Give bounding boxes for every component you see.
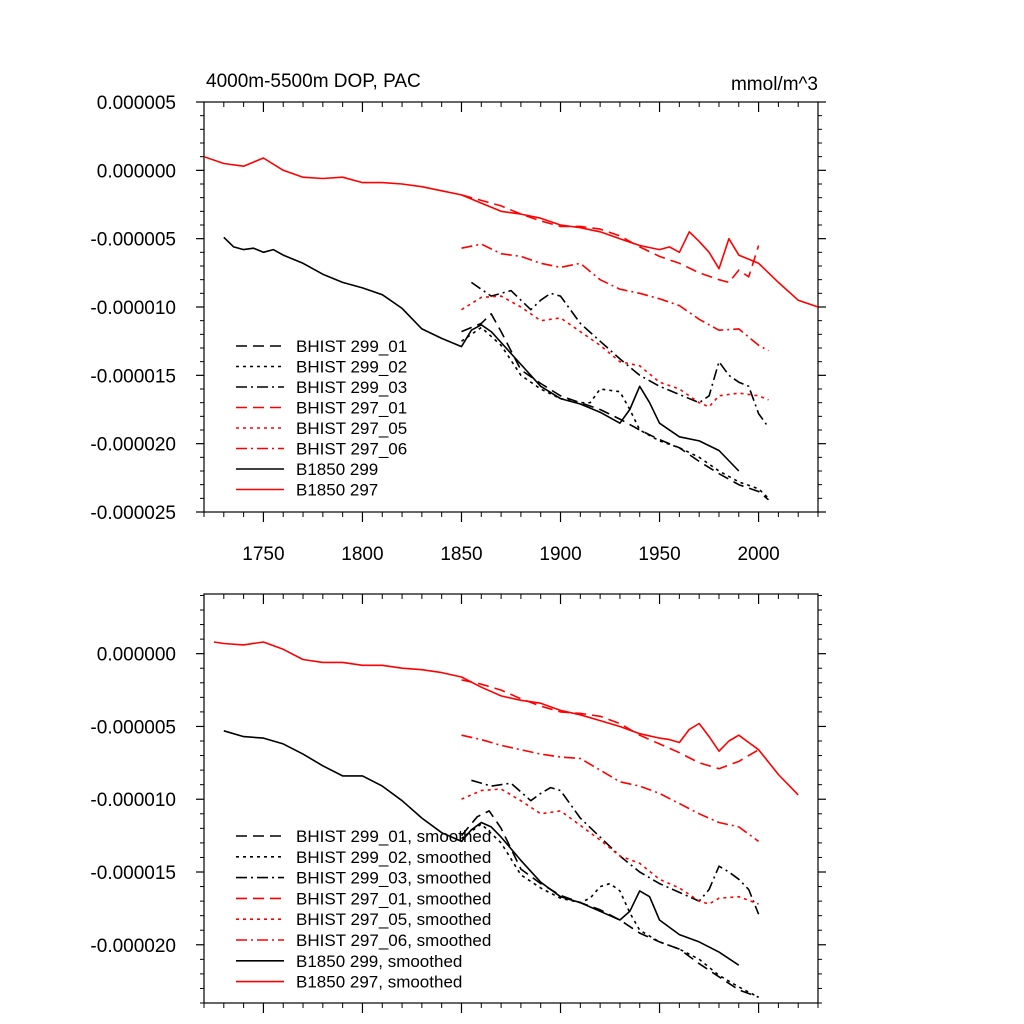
y-tick-label: -0.000025 xyxy=(90,503,176,524)
legend-label: BHIST 299_01, smoothed xyxy=(296,827,491,846)
units-label: mmol/m^3 xyxy=(731,74,818,95)
series-line-0 xyxy=(461,312,770,501)
series-line-0 xyxy=(460,810,759,998)
legend-label: BHIST 297_06, smoothed xyxy=(296,931,491,950)
series-group xyxy=(213,641,799,998)
series-line-3 xyxy=(461,194,760,284)
series-line-1 xyxy=(461,326,770,499)
series-line-6 xyxy=(223,730,740,966)
legend-label: BHIST 299_03 xyxy=(296,378,407,397)
series-group xyxy=(204,155,818,501)
x-tick-label: 2000 xyxy=(737,544,779,565)
x-tick-label: 1800 xyxy=(341,544,383,565)
legend-label: BHIST 299_02, smoothed xyxy=(296,848,491,867)
series-line-6 xyxy=(223,236,740,472)
x-tick-label: 1850 xyxy=(440,544,482,565)
legend-label: B1850 299, smoothed xyxy=(296,952,462,971)
y-tick-label: -0.000010 xyxy=(90,298,176,319)
chart-top: 1750 1800 1850 1900 1950 2000 0.000005 0.000000… xyxy=(90,71,826,565)
y-tick-label: -0.000020 xyxy=(90,936,176,957)
legend-label: BHIST 299_02 xyxy=(296,358,407,377)
legend-label: BHIST 297_01, smoothed xyxy=(296,889,491,908)
chart-bottom: 0.000000 -0.000005 -0.000010 -0.000015 -0.00… xyxy=(90,593,826,1013)
legend: BHIST 299_01, smoothed BHIST 299_02, smoo… xyxy=(236,827,491,992)
legend-label: B1850 299 xyxy=(296,460,378,479)
series-line-7 xyxy=(213,641,799,796)
x-tick-label: 1950 xyxy=(638,544,680,565)
x-tick-label: 1900 xyxy=(539,544,581,565)
legend-label: BHIST 299_01 xyxy=(296,337,407,356)
series-line-5 xyxy=(461,243,769,352)
legend-label: BHIST 299_03, smoothed xyxy=(296,869,491,888)
legend-label: BHIST 297_06 xyxy=(296,440,407,459)
y-tick-label: 0.000000 xyxy=(97,645,176,666)
y-tick-label: 0.000005 xyxy=(97,93,176,114)
legend-label: BHIST 297_05 xyxy=(296,419,407,438)
y-tick-label: -0.000015 xyxy=(90,366,176,387)
series-line-4 xyxy=(461,788,759,905)
y-tick-label: -0.000015 xyxy=(90,863,176,884)
y-tick-label: -0.000005 xyxy=(90,230,176,251)
y-tick-label: -0.000005 xyxy=(90,717,176,738)
series-line-3 xyxy=(461,679,760,770)
series-line-2 xyxy=(471,779,760,915)
plot-frame xyxy=(203,593,819,1004)
x-tick-label: 1750 xyxy=(242,544,284,565)
chart-title: 4000m-5500m DOP, PAC xyxy=(206,71,421,92)
legend-label: BHIST 297_05, smoothed xyxy=(296,910,491,929)
y-tick-label: -0.000020 xyxy=(90,435,176,456)
legend-label: BHIST 297_01 xyxy=(296,399,407,418)
y-tick-label: 0.000000 xyxy=(97,161,176,182)
series-line-7 xyxy=(204,155,818,308)
y-tick-label: -0.000010 xyxy=(90,790,176,811)
legend-label: B1850 297 xyxy=(296,481,378,500)
legend-label: B1850 297, smoothed xyxy=(296,973,462,992)
series-line-2 xyxy=(470,281,770,428)
series-line-4 xyxy=(461,295,769,408)
series-line-5 xyxy=(461,734,760,843)
series-line-1 xyxy=(461,823,759,998)
